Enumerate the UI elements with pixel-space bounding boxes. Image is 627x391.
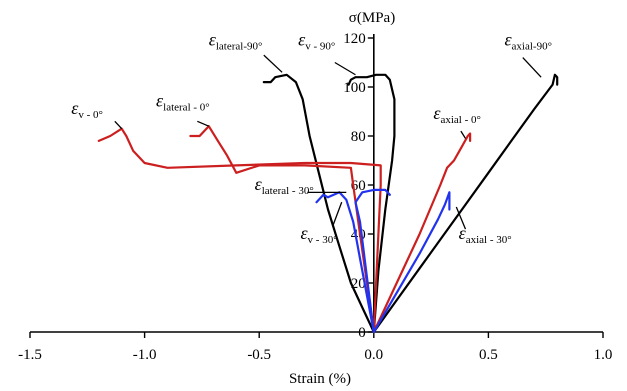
series-label-lateral-0: εlateral - 0° (156, 91, 210, 114)
x-tick-label: 1.0 (594, 347, 613, 363)
series-line-axial-30 (372, 191, 451, 334)
x-tick-label: -1.5 (18, 347, 42, 363)
y-tick-label: 100 (343, 80, 366, 96)
x-tick-label: 0.0 (364, 347, 383, 363)
y-axis-title: σ(MPa) (349, 10, 395, 26)
series-label-v-90: εv - 90° (298, 29, 335, 52)
pointer-line-v-90 (334, 61, 356, 76)
x-tick-label: -1.0 (133, 347, 157, 363)
series-line-lateral-30 (354, 188, 391, 334)
series-label-v-0: εv - 0° (71, 98, 103, 121)
y-tick-label: 120 (343, 31, 366, 47)
x-tick-label: 0.5 (479, 347, 498, 363)
series-line-axial-0 (372, 132, 472, 334)
y-tick-label: 80 (351, 129, 366, 145)
series-line-v-30 (315, 191, 375, 334)
pointer-line-axial-0 (460, 130, 467, 139)
series-line-axial-90 (372, 73, 559, 334)
x-axis-title: Strain (%) (289, 371, 351, 387)
series-line-v-0 (97, 127, 382, 334)
series-line-v-90 (347, 73, 396, 334)
series-line-lateral-90 (262, 73, 375, 334)
series-line-lateral-0 (189, 125, 375, 334)
pointer-line-lateral-0 (197, 120, 210, 127)
y-tick-label: 20 (351, 276, 366, 292)
pointer-line-axial-30 (455, 206, 467, 230)
pointer-line-v-0 (114, 120, 123, 130)
series-label-v-30: εv - 30° (300, 223, 337, 246)
series-label-axial-30: εaxial - 30° (459, 223, 512, 246)
series-label-axial-0: εaxial - 0° (433, 103, 481, 126)
pointer-line-v-30 (331, 201, 343, 227)
x-tick-label: -0.5 (247, 347, 271, 363)
series-label-axial-90: εaxial-90° (504, 29, 552, 52)
pointer-line-lateral-90 (263, 54, 283, 73)
pointer-line-axial-90 (522, 57, 542, 78)
series-label-lateral-30: εlateral - 30° (255, 174, 314, 197)
y-tick-label: 0 (358, 325, 366, 341)
series-label-lateral-90: εlateral-90° (209, 29, 263, 52)
